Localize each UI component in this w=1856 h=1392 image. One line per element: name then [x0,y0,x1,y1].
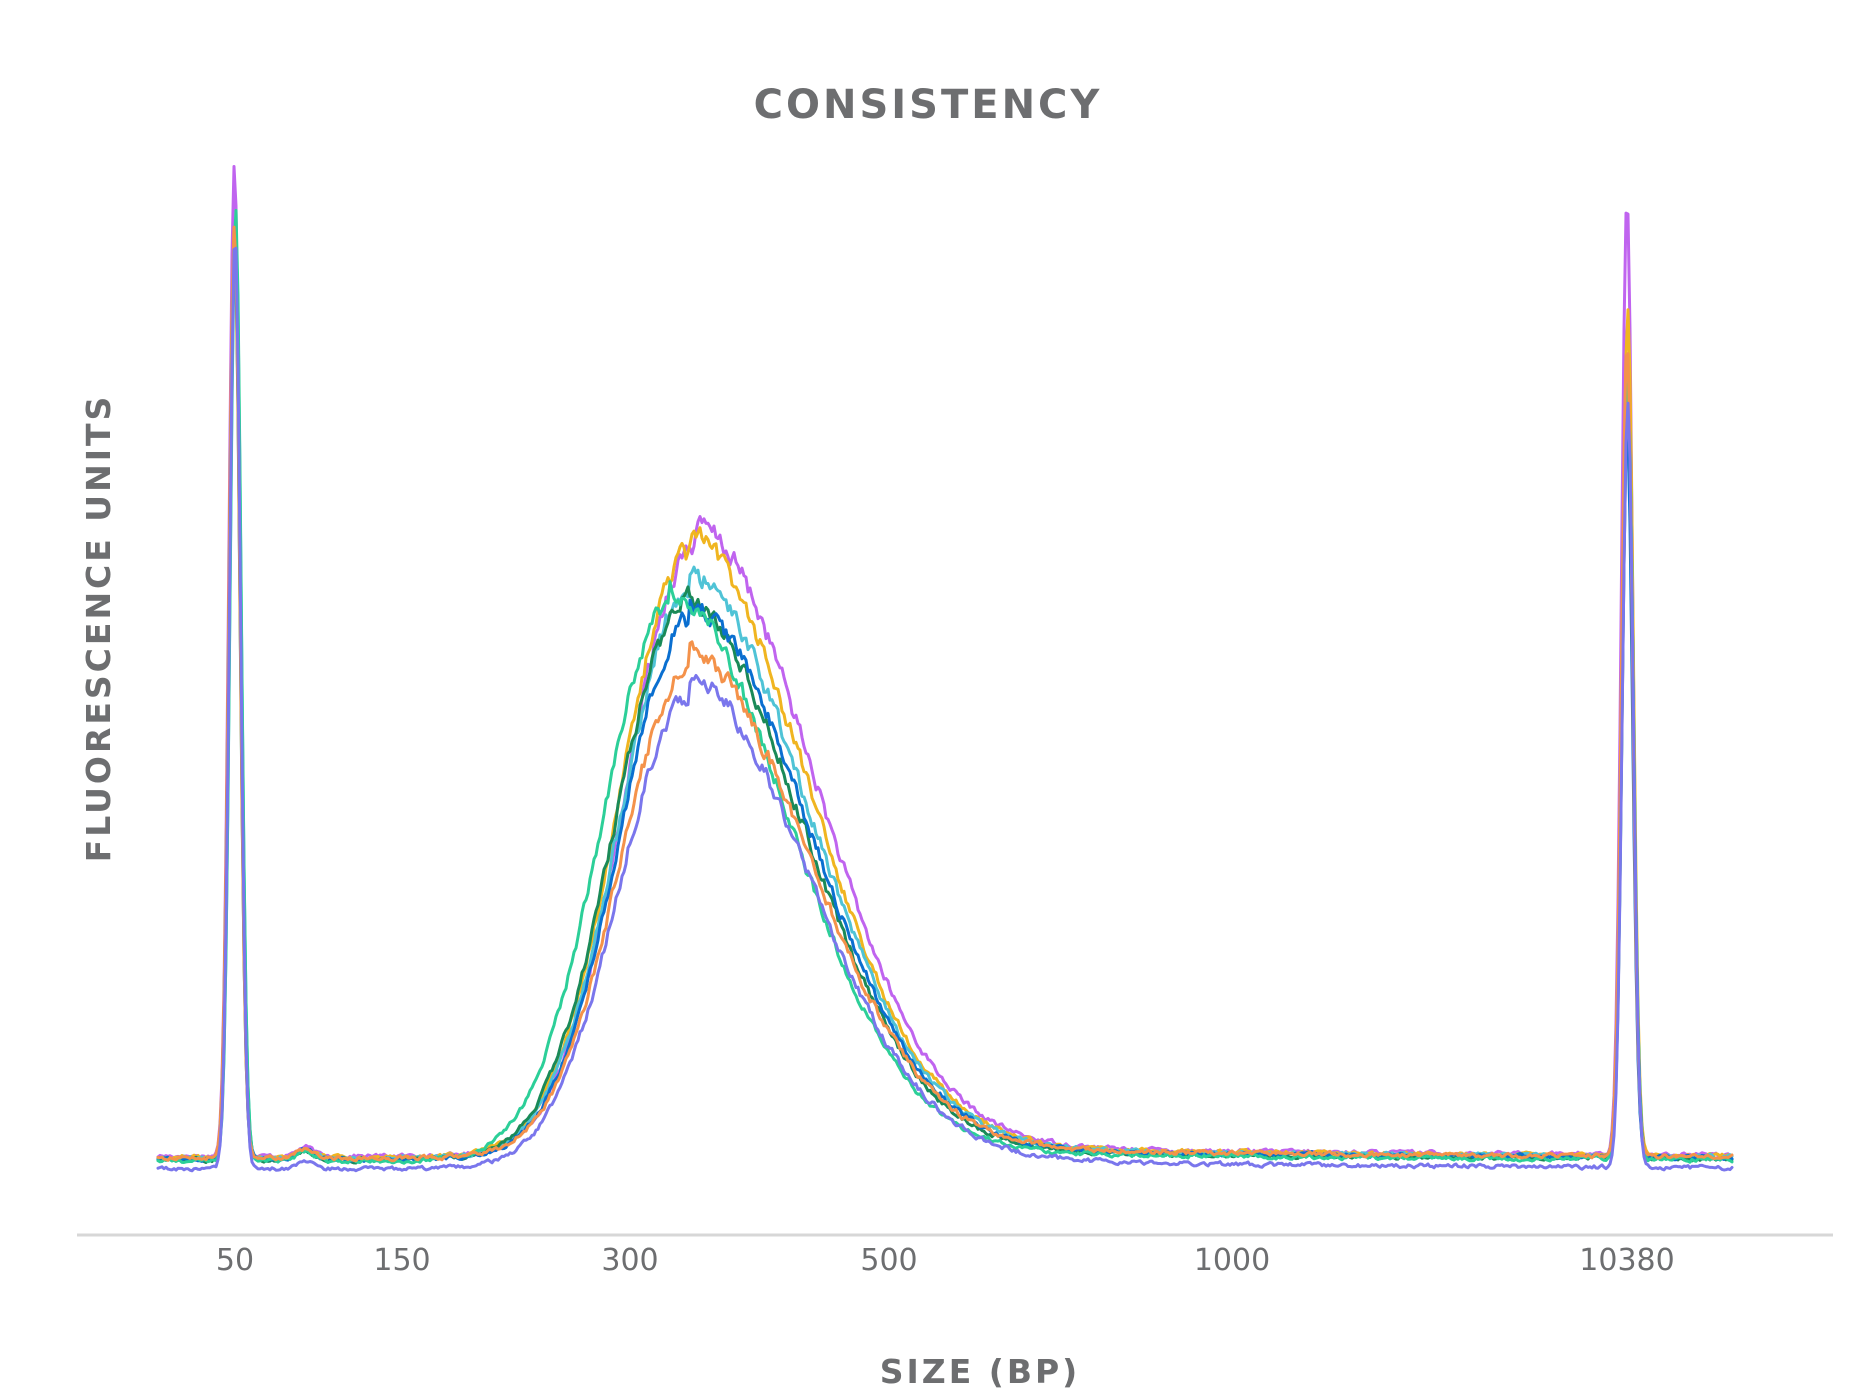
y-axis-label: FLUORESCENCE UNITS [79,394,118,863]
series-line-4 [156,236,1734,1165]
series-line-2 [156,228,1734,1162]
series-line-1 [156,165,1734,1161]
chart-title: CONSISTENCY [754,82,1103,128]
x-axis-ticks: 50 150 300 500 1000 10380 [216,1243,1675,1278]
series-line-3 [156,224,1734,1163]
series-line-8 [156,246,1734,1173]
x-axis-label: SIZE (BP) [880,1352,1081,1391]
x-tick-label: 1000 [1194,1243,1270,1278]
x-tick-label: 500 [860,1243,917,1278]
x-tick-label: 50 [216,1243,254,1278]
series-line-7 [156,225,1734,1163]
x-tick-label: 10380 [1579,1243,1674,1278]
x-tick-label: 300 [601,1243,658,1278]
x-tick-label: 150 [373,1243,430,1278]
series-line-5 [156,248,1734,1163]
series-traces [156,165,1734,1173]
series-line-6 [156,208,1734,1165]
